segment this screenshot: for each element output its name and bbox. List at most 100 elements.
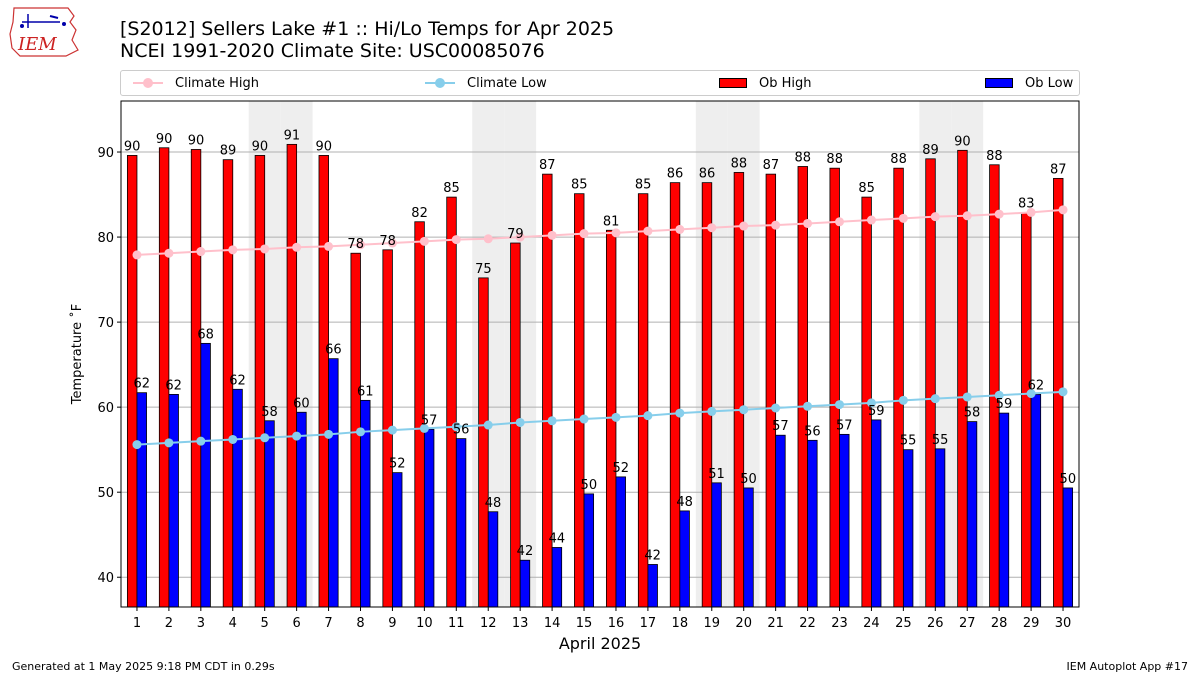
bar-ob-high (318, 155, 329, 608)
bar-ob-low (902, 449, 914, 608)
label-ob-low: 59 (868, 404, 885, 419)
bar-ob-high (478, 277, 489, 608)
bar-ob-low (519, 559, 531, 608)
line-climate-high (136, 208, 1064, 256)
bar-ob-low (264, 420, 275, 608)
label-ob-low: 58 (261, 405, 278, 420)
point-climate-low (930, 394, 940, 404)
label-ob-high: 75 (475, 262, 492, 277)
point-climate-high (675, 224, 685, 234)
label-ob-high: 85 (858, 181, 875, 196)
label-ob-low: 50 (581, 478, 598, 493)
plot-frame (120, 100, 1080, 608)
label-ob-high: 87 (763, 158, 780, 173)
label-ob-high: 88 (731, 156, 748, 171)
bar-ob-low (743, 487, 754, 608)
label-ob-low: 68 (197, 327, 214, 342)
bar-ob-high (190, 149, 202, 608)
bar-ob-high (286, 143, 298, 608)
legend-swatch-climate-low (425, 78, 455, 88)
point-climate-high (132, 250, 142, 260)
x-tick-label: 29 (1023, 616, 1040, 631)
label-ob-high: 87 (539, 158, 556, 173)
bar-ob-low (583, 493, 595, 608)
bar-ob-low (1030, 393, 1042, 608)
label-ob-low: 62 (133, 377, 150, 392)
logo-text: IEM (17, 34, 57, 55)
x-tick-label: 22 (799, 616, 816, 631)
point-climate-high (707, 223, 717, 233)
x-tick-label: 15 (576, 616, 593, 631)
y-tick-label: 90 (97, 146, 114, 161)
bar-ob-high (1021, 212, 1032, 608)
x-tick-label: 9 (388, 616, 396, 631)
label-ob-low: 57 (836, 418, 853, 433)
bar-ob-low (998, 412, 1010, 608)
label-ob-low: 58 (964, 406, 981, 421)
x-tick-label: 23 (831, 616, 848, 631)
bar-ob-low (423, 428, 435, 608)
bar-ob-low (168, 393, 179, 608)
chart-title: [S2012] Sellers Lake #1 :: Hi/Lo Temps f… (120, 18, 615, 40)
bar-ob-high (446, 196, 457, 608)
point-climate-high (1026, 207, 1036, 217)
point-climate-low (324, 429, 334, 439)
label-ob-high: 88 (986, 149, 1003, 164)
bar-ob-low (296, 411, 307, 608)
bar-ob-high (637, 193, 649, 608)
x-tick-label: 26 (927, 616, 944, 631)
point-climate-low (196, 436, 206, 446)
point-climate-high (260, 244, 270, 254)
label-ob-high: 86 (699, 167, 716, 182)
iem-logo: IEM (9, 7, 79, 57)
x-tick-label: 28 (991, 616, 1008, 631)
label-ob-low: 61 (357, 384, 374, 399)
point-climate-high (962, 211, 972, 221)
label-ob-low: 62 (229, 373, 246, 388)
legend-swatch-ob-high (719, 78, 747, 88)
point-climate-high (994, 209, 1004, 219)
point-climate-low (962, 392, 972, 402)
bar-ob-high (797, 166, 808, 608)
bar-ob-low (232, 388, 243, 608)
x-tick-label: 4 (229, 616, 237, 631)
label-ob-low: 57 (772, 419, 789, 434)
line-climate-low (136, 390, 1064, 446)
point-climate-high (451, 235, 461, 245)
label-ob-high: 82 (411, 206, 428, 221)
point-climate-high (228, 245, 238, 255)
legend-label-climate-high: Climate High (175, 75, 260, 91)
point-climate-high (739, 221, 749, 231)
point-climate-high (579, 229, 589, 239)
x-tick-label: 20 (735, 616, 752, 631)
y-tick-label: 70 (97, 316, 114, 331)
y-tick-label: 40 (97, 571, 114, 586)
bar-ob-low (487, 511, 499, 608)
legend-label-climate-low: Climate Low (467, 75, 547, 91)
label-ob-high: 86 (667, 167, 684, 182)
point-climate-high (803, 218, 813, 228)
bar-ob-high (158, 147, 170, 608)
x-tick-label: 13 (512, 616, 529, 631)
point-climate-low (483, 420, 493, 430)
label-ob-low: 48 (485, 496, 502, 511)
point-climate-high (866, 215, 876, 225)
bar-ob-high (701, 182, 713, 608)
point-climate-low (739, 405, 749, 415)
footer-generated-text: Generated at 1 May 2025 9:18 PM CDT in 0… (12, 660, 275, 673)
point-climate-low (547, 416, 557, 426)
legend-item-climate-high: Climate High (133, 71, 259, 95)
bar-ob-low (775, 434, 786, 608)
point-climate-low (1026, 389, 1036, 399)
bar-ob-high (669, 182, 681, 608)
x-tick-label: 6 (292, 616, 300, 631)
label-ob-low: 60 (293, 396, 310, 411)
label-ob-high: 78 (347, 237, 364, 252)
bar-ob-high (893, 167, 904, 608)
bar-ob-low (615, 476, 626, 608)
label-ob-high: 85 (443, 181, 460, 196)
bar-ob-low (455, 438, 467, 608)
label-ob-low: 66 (325, 343, 342, 358)
point-climate-high (898, 213, 908, 223)
label-ob-high: 89 (922, 143, 939, 158)
